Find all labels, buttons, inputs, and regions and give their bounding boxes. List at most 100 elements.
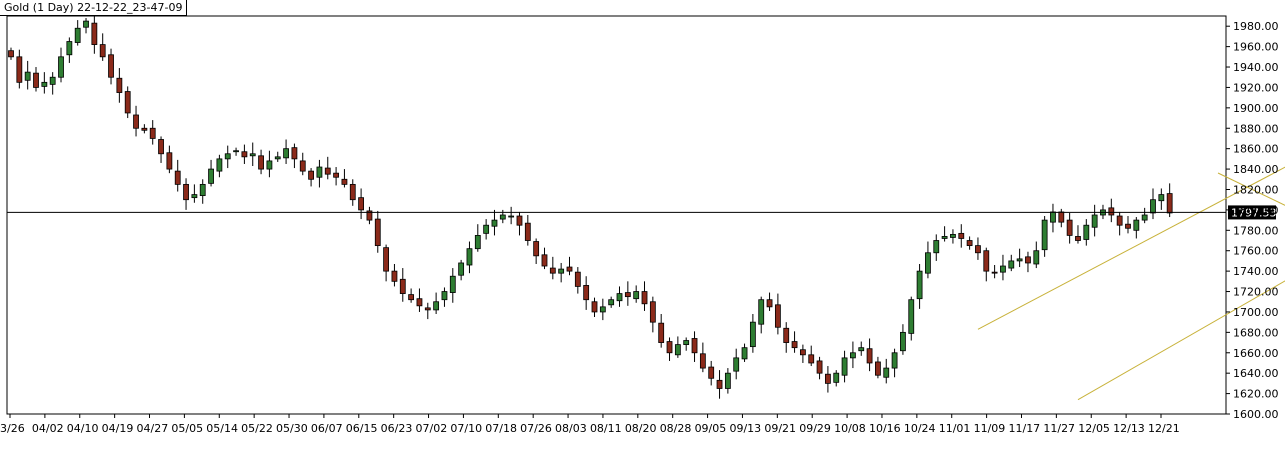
bull-candle-body bbox=[858, 347, 865, 352]
bull-candle-body bbox=[199, 183, 206, 197]
bear-candle-body bbox=[399, 278, 406, 294]
plot-area bbox=[6, 15, 1227, 415]
candle bbox=[1158, 188, 1165, 210]
bull-candle-body bbox=[558, 268, 565, 274]
bear-candle-body bbox=[116, 77, 123, 93]
bull-candle-body bbox=[74, 27, 81, 43]
y-tick-label: 1600.00 bbox=[1233, 408, 1279, 421]
bear-candle-body bbox=[574, 271, 581, 287]
candle bbox=[774, 293, 781, 335]
candle bbox=[1141, 207, 1148, 224]
x-tick-label: 10/24 bbox=[904, 422, 936, 435]
candle bbox=[291, 143, 298, 169]
bear-candle-body bbox=[349, 183, 356, 201]
candle bbox=[524, 215, 531, 246]
candle bbox=[1125, 216, 1131, 234]
bear-candle-body bbox=[241, 151, 248, 158]
bear-candle-body bbox=[141, 127, 148, 131]
x-tick-label: 05/30 bbox=[276, 422, 308, 435]
current-price-line: 1797.53 bbox=[7, 205, 1277, 220]
candle bbox=[274, 151, 281, 162]
trend-channel[interactable] bbox=[977, 131, 1285, 401]
y-tick-label: 1960.00 bbox=[1233, 41, 1279, 54]
candle bbox=[749, 313, 756, 353]
bear-candle-body bbox=[816, 360, 823, 374]
bull-candle-body bbox=[1000, 265, 1006, 273]
bear-candle-body bbox=[358, 197, 365, 211]
x-tick-label: 04/27 bbox=[137, 422, 169, 435]
bear-candle-body bbox=[824, 373, 831, 384]
bull-candle-body bbox=[941, 236, 948, 239]
y-tick-label: 1780.00 bbox=[1233, 224, 1279, 237]
x-tick-label: 06/07 bbox=[311, 422, 343, 435]
bull-candle-body bbox=[41, 81, 48, 87]
y-tick-label: 1800.00 bbox=[1233, 204, 1279, 217]
bear-candle-body bbox=[691, 338, 698, 354]
candle bbox=[908, 296, 915, 341]
bear-candle-body bbox=[99, 44, 106, 58]
candle bbox=[891, 348, 898, 378]
bear-candle-body bbox=[183, 183, 189, 201]
bull-candle-body bbox=[66, 41, 73, 56]
bull-candle-body bbox=[599, 306, 606, 313]
y-tick-label: 1740.00 bbox=[1233, 265, 1279, 278]
bear-candle-body bbox=[408, 294, 415, 301]
candle bbox=[691, 331, 698, 362]
candle bbox=[958, 224, 965, 248]
bear-candle-body bbox=[366, 210, 373, 221]
candle bbox=[508, 206, 515, 225]
candle bbox=[58, 47, 64, 83]
x-axis: 3/26 04/02 04/10 04/19 04/27 05/05 05/14 05/22 0… bbox=[0, 414, 1180, 435]
bear-candle-body bbox=[33, 72, 39, 88]
candle bbox=[633, 285, 640, 303]
bull-candle-body bbox=[1050, 211, 1056, 223]
candle bbox=[991, 265, 998, 279]
y-tick-label: 1700.00 bbox=[1233, 306, 1279, 319]
candle bbox=[24, 60, 31, 90]
candle bbox=[624, 281, 631, 306]
candle bbox=[866, 338, 873, 372]
bull-candle-body bbox=[316, 166, 323, 178]
candle bbox=[699, 342, 706, 373]
candle bbox=[1083, 219, 1090, 246]
candle bbox=[925, 241, 931, 279]
candle bbox=[1108, 198, 1115, 223]
bear-candle-body bbox=[108, 54, 114, 78]
bear-candle-body bbox=[341, 178, 348, 185]
channel-lower-line[interactable] bbox=[1077, 232, 1285, 401]
candle bbox=[741, 343, 748, 362]
y-tick-label: 1860.00 bbox=[1233, 143, 1279, 156]
bear-candle-body bbox=[624, 292, 631, 298]
bull-candle-body bbox=[191, 194, 198, 199]
bear-candle-body bbox=[333, 172, 339, 178]
y-tick-label: 1720.00 bbox=[1233, 286, 1279, 299]
candle bbox=[541, 247, 548, 270]
channel-upper-line[interactable] bbox=[977, 131, 1285, 330]
bull-candle-body bbox=[674, 344, 681, 356]
bull-candle-body bbox=[683, 340, 690, 346]
bull-candle-body bbox=[449, 275, 456, 293]
channel-extension-line[interactable] bbox=[1217, 172, 1285, 214]
bear-candle-body bbox=[149, 127, 156, 139]
candle bbox=[433, 292, 440, 314]
bull-candle-body bbox=[1091, 214, 1098, 228]
candle bbox=[208, 159, 214, 187]
x-tick-label: 09/29 bbox=[799, 422, 831, 435]
bull-candle-body bbox=[883, 367, 890, 378]
bear-candle-body bbox=[983, 250, 990, 272]
bull-candle-body bbox=[891, 352, 898, 369]
x-tick-label: 10/16 bbox=[869, 422, 901, 435]
bear-candle-body bbox=[799, 349, 806, 356]
candle bbox=[191, 184, 198, 203]
candle bbox=[216, 154, 223, 178]
bull-candle-body bbox=[1141, 214, 1148, 221]
candle bbox=[1091, 204, 1098, 237]
bear-candle-body bbox=[291, 147, 298, 160]
candle bbox=[674, 336, 681, 358]
x-tick-label: 07/10 bbox=[450, 422, 482, 435]
bear-candle-body bbox=[566, 266, 573, 272]
candle bbox=[249, 142, 256, 167]
bull-candle-body bbox=[841, 357, 848, 376]
candle bbox=[1033, 241, 1040, 269]
